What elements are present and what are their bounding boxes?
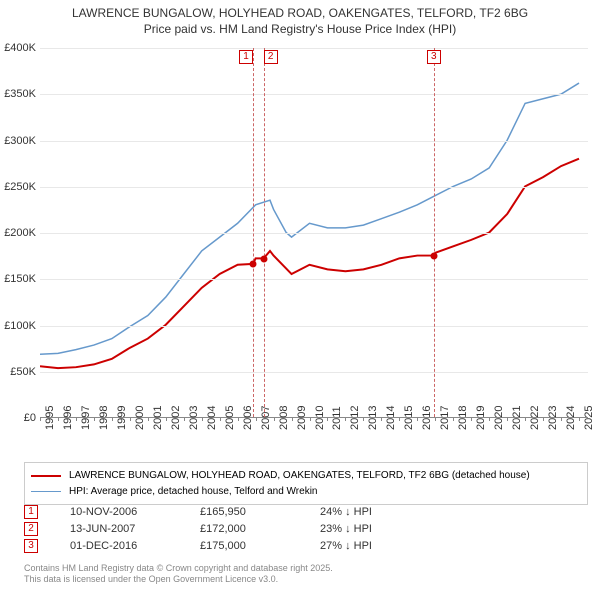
chart-title: LAWRENCE BUNGALOW, HOLYHEAD ROAD, OAKENG… [0,0,600,39]
marker-number-box: 3 [427,50,441,64]
marker-point-icon [250,261,257,268]
marker-number-box: 1 [239,50,253,64]
x-tick-label: 1998 [98,406,110,430]
x-tick-label: 2023 [547,406,559,430]
x-tick-label: 2017 [439,406,451,430]
title-line2: Price paid vs. HM Land Registry's House … [10,22,590,38]
series-line [40,83,579,354]
x-tick-label: 2016 [421,406,433,430]
sales-row-diff: 27% ↓ HPI [320,540,440,552]
sales-row-date: 10-NOV-2006 [70,506,200,518]
x-tick-label: 2001 [152,406,164,430]
x-tick-label: 2024 [565,406,577,430]
legend-label: LAWRENCE BUNGALOW, HOLYHEAD ROAD, OAKENG… [69,468,530,483]
sales-row-number: 3 [24,539,38,553]
sales-row-date: 13-JUN-2007 [70,523,200,535]
sales-row-number: 2 [24,522,38,536]
marker-line [253,48,254,417]
x-tick-label: 1995 [44,406,56,430]
y-tick-label: £300K [0,135,36,147]
x-tick-label: 1999 [116,406,128,430]
legend-item: HPI: Average price, detached house, Telf… [31,484,581,499]
chart-plot-area: £0£50K£100K£150K£200K£250K£300K£350K£400… [40,48,588,418]
sales-row-date: 01-DEC-2016 [70,540,200,552]
legend-swatch-icon [31,475,61,477]
legend-swatch-icon [31,491,61,492]
x-tick-label: 2004 [206,406,218,430]
sales-table: 1 10-NOV-2006£165,95024% ↓ HPI 2 13-JUN-200… [24,502,440,556]
x-tick-label: 2005 [224,406,236,430]
footer-line2: This data is licensed under the Open Gov… [24,574,333,586]
marker-number-box: 2 [264,50,278,64]
y-tick-label: £250K [0,181,36,193]
marker-line [434,48,435,417]
marker-line [264,48,265,417]
sales-row: 3 01-DEC-2016£175,00027% ↓ HPI [24,539,440,553]
x-tick-label: 2021 [511,406,523,430]
x-tick-label: 2000 [134,406,146,430]
y-tick-label: £350K [0,88,36,100]
y-tick-label: £100K [0,320,36,332]
marker-point-icon [260,255,267,262]
y-tick-label: £200K [0,227,36,239]
x-tick-label: 2022 [529,406,541,430]
title-line1: LAWRENCE BUNGALOW, HOLYHEAD ROAD, OAKENG… [10,6,590,22]
x-tick-label: 2008 [278,406,290,430]
x-tick-label: 2018 [457,406,469,430]
x-tick-label: 1997 [80,406,92,430]
x-tick-label: 2002 [170,406,182,430]
sales-row-price: £172,000 [200,523,320,535]
y-tick-label: £150K [0,273,36,285]
sales-row-diff: 23% ↓ HPI [320,523,440,535]
x-tick-label: 2010 [314,406,326,430]
footer-attribution: Contains HM Land Registry data © Crown c… [24,563,333,586]
x-tick-label: 2019 [475,406,487,430]
y-tick-label: £400K [0,42,36,54]
sales-row-price: £165,950 [200,506,320,518]
x-tick-label: 2007 [260,406,272,430]
sales-row: 2 13-JUN-2007£172,00023% ↓ HPI [24,522,440,536]
x-tick-label: 2015 [403,406,415,430]
footer-line1: Contains HM Land Registry data © Crown c… [24,563,333,575]
x-tick-label: 2013 [367,406,379,430]
x-tick-label: 2012 [349,406,361,430]
sales-row: 1 10-NOV-2006£165,95024% ↓ HPI [24,505,440,519]
x-tick-label: 2009 [296,406,308,430]
x-tick-label: 2025 [583,406,595,430]
sales-row-diff: 24% ↓ HPI [320,506,440,518]
sales-row-number: 1 [24,505,38,519]
x-tick-label: 2020 [493,406,505,430]
legend-item: LAWRENCE BUNGALOW, HOLYHEAD ROAD, OAKENG… [31,468,581,483]
sales-row-price: £175,000 [200,540,320,552]
x-tick-label: 2006 [242,406,254,430]
y-tick-label: £50K [0,366,36,378]
x-tick-label: 2011 [331,406,343,430]
legend-box: LAWRENCE BUNGALOW, HOLYHEAD ROAD, OAKENG… [24,462,588,505]
y-tick-label: £0 [0,412,36,424]
x-tick-label: 2003 [188,406,200,430]
marker-point-icon [430,253,437,260]
x-tick-label: 1996 [62,406,74,430]
legend-label: HPI: Average price, detached house, Telf… [69,484,318,499]
series-line [40,159,579,368]
x-tick-label: 2014 [385,406,397,430]
